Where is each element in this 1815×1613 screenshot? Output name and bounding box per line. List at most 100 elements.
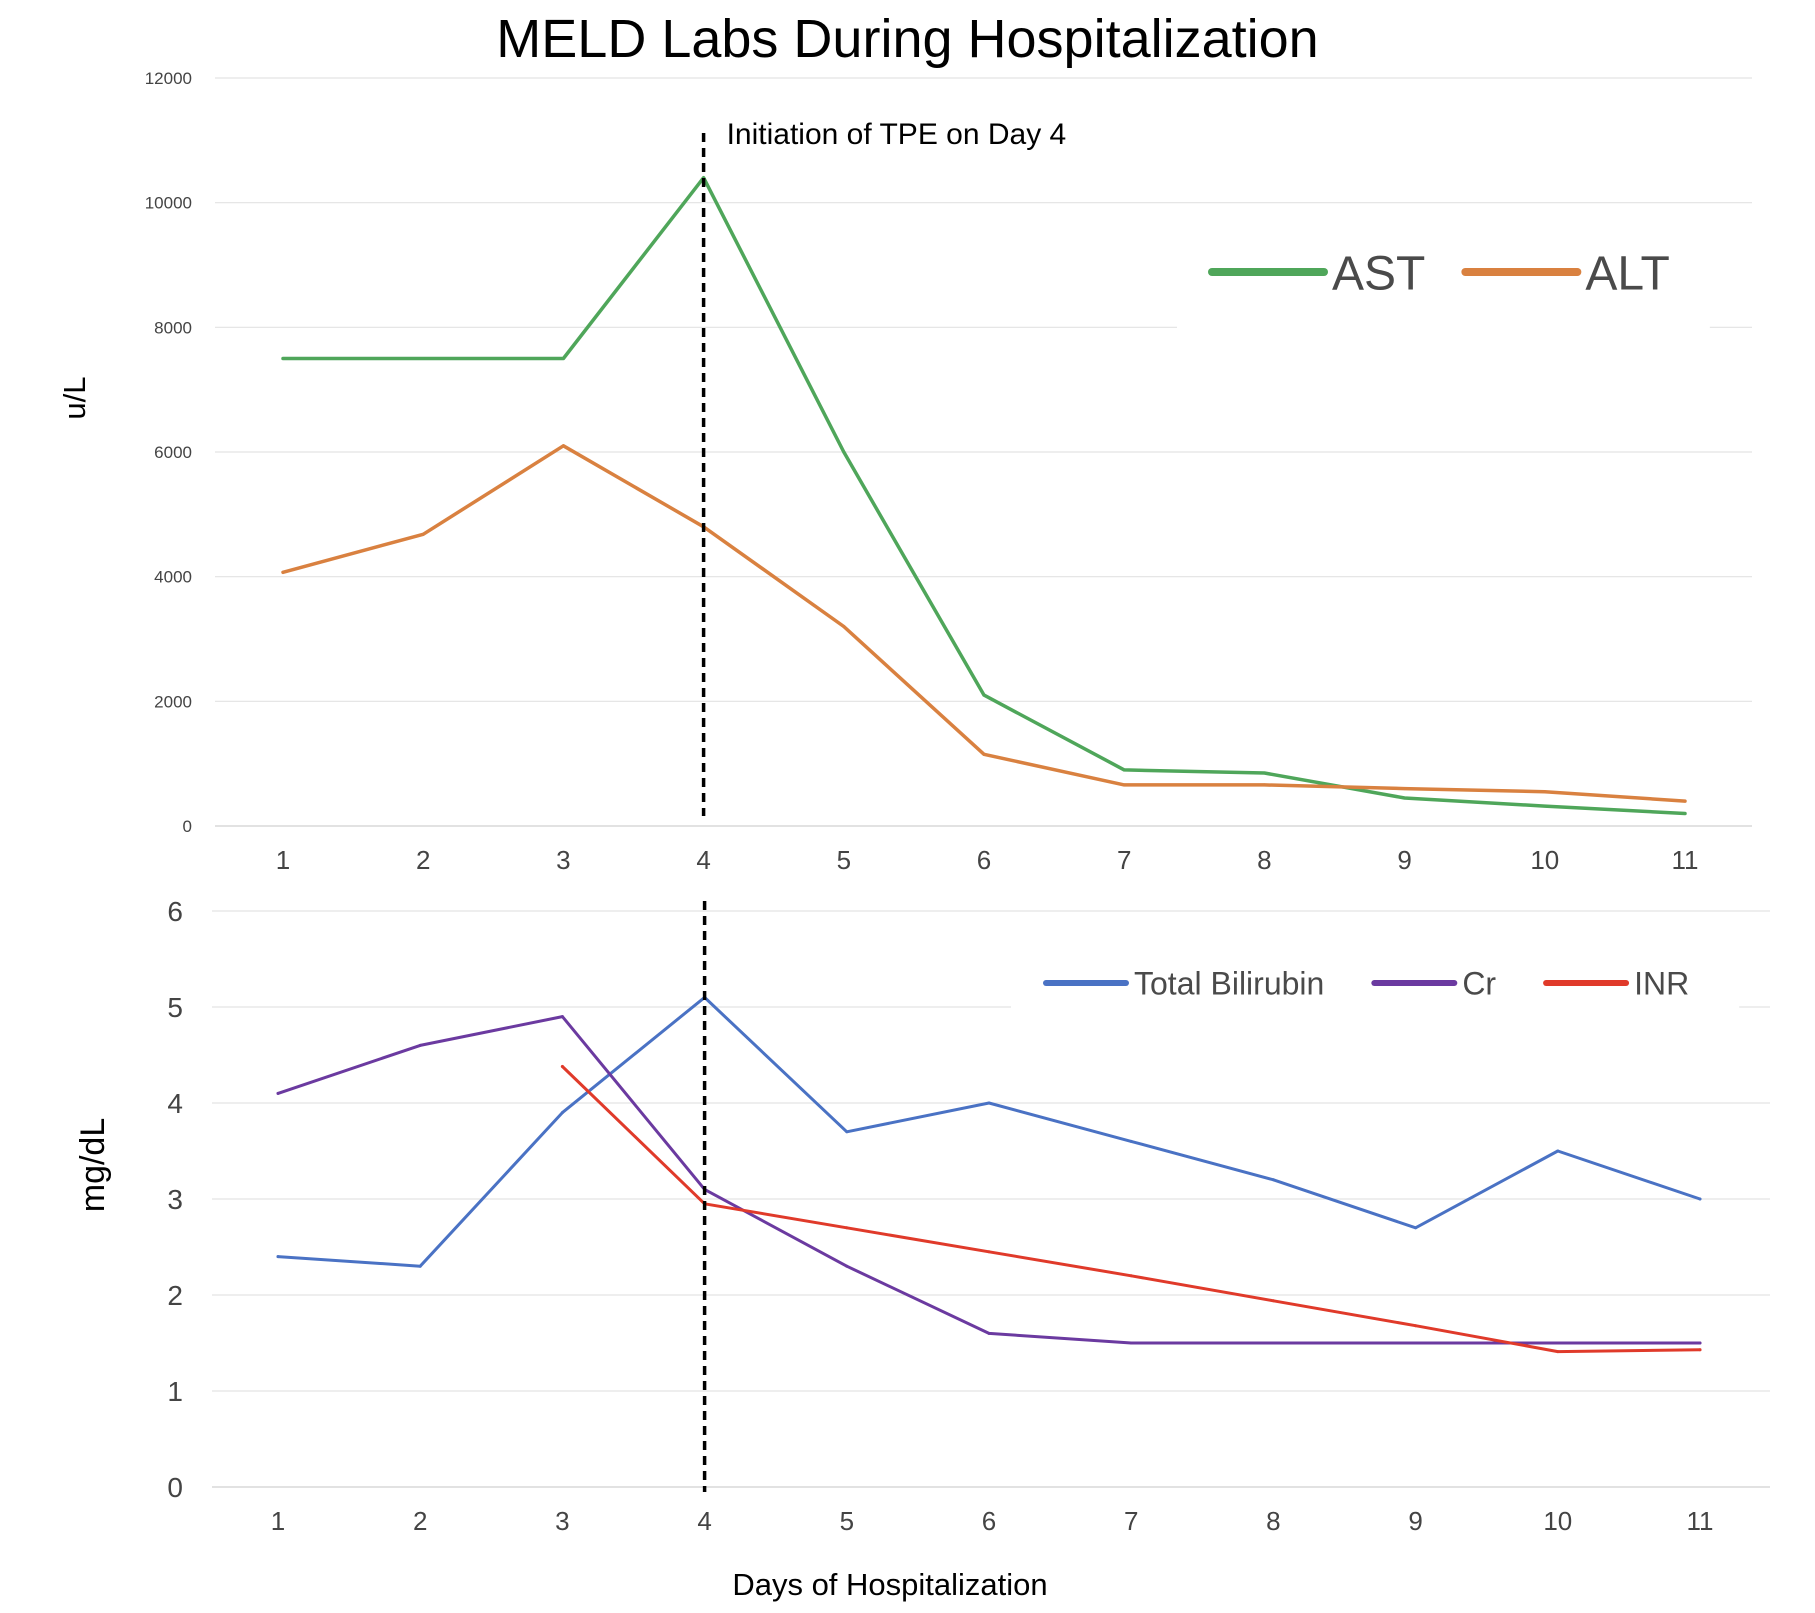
panel2-series-line-cr [276,1015,1702,1345]
panel2-data-point [1556,1350,1560,1354]
panel2-x-tick-label: 1 [271,1506,285,1536]
panel2-data-point [560,1065,564,1069]
panel2-data-point [1556,1149,1560,1153]
panel2-y-tick-label: 4 [167,1088,183,1119]
panel1-x-tick-label: 6 [977,845,991,875]
panel2-data-point [1271,1299,1275,1303]
panel1-data-point [1122,783,1126,787]
panel2-data-point [1698,1197,1702,1201]
panel1-x-tick-label: 10 [1530,845,1559,875]
panel1-y-tick-label: 6000 [154,443,192,462]
panel2-data-point [1414,1341,1418,1345]
panel2-y-tick-label: 5 [167,992,183,1023]
panel1-data-point [561,444,565,448]
panel1-legend-label: ALT [1585,247,1669,300]
panel2-legend-label: Total Bilirubin [1134,966,1324,1002]
panel1-data-point [1683,812,1687,816]
panel2-x-tick-label: 7 [1124,1506,1138,1536]
panel2-data-point [560,1015,564,1019]
panel1-data-point [1262,771,1266,775]
panel2-x-tick-label: 5 [840,1506,854,1536]
panel1-x-tick-label: 2 [416,845,430,875]
panel2-legend-label: INR [1634,966,1689,1002]
panel1-data-point [1403,787,1407,791]
tpe-annotation: Initiation of TPE on Day 4 [727,118,1067,151]
panel1-data-point [1543,804,1547,808]
panel2-x-tick-label: 2 [413,1506,427,1536]
panel1-y-tick-label: 0 [183,817,192,836]
panel1-data-point [1683,799,1687,803]
panel2-data-point [1556,1341,1560,1345]
panel2-data-point [560,1111,564,1115]
panel1-data-point [1403,796,1407,800]
panel2-y-tick-label: 2 [167,1280,183,1311]
panel2-data-point [418,1043,422,1047]
panel1-data-point [982,693,986,697]
panel2-data-point [418,1264,422,1268]
panel1-series-line-alt [281,444,1687,803]
panel1-data-point [1122,768,1126,772]
panel1-y-tick-label: 10000 [145,194,192,213]
panel2-x-tick-label: 6 [982,1506,996,1536]
panel2-data-point [1129,1274,1133,1278]
panel1-x-tick-label: 5 [837,845,851,875]
panel1-y-tick-label: 8000 [154,318,192,337]
panel2-y-tick-label: 3 [167,1184,183,1215]
panel2-data-point [987,1250,991,1254]
panel2-x-tick-label: 11 [1687,1506,1714,1536]
panel1-legend-background [1177,245,1710,330]
panel2-data-point [845,1264,849,1268]
panel2-y-tick-label: 1 [167,1376,183,1407]
panel1-x-tick-label: 1 [276,845,290,875]
panel2-series-line-total-bilirubin [276,995,1702,1268]
panel2-data-point [1271,1178,1275,1182]
panel2-x-tick-label: 10 [1543,1506,1572,1536]
panel1-x-tick-label: 11 [1672,845,1699,875]
panel2-series-line-inr [560,1065,1702,1354]
panel2-y-tick-label: 6 [167,896,183,927]
panel1-x-tick-label: 8 [1257,845,1271,875]
panel2-data-point [276,1255,280,1259]
panel2-data-point [1129,1341,1133,1345]
panel2-data-point [987,1101,991,1105]
panel2-data-point [1129,1139,1133,1143]
panel2-data-point [845,1130,849,1134]
chart-title: MELD Labs During Hospitalization [496,9,1319,69]
panel2-data-point [276,1091,280,1095]
panel1-data-point [982,752,986,756]
panel1-x-tick-label: 3 [556,845,570,875]
panel1-x-tick-label: 7 [1117,845,1131,875]
panel2-data-point [845,1226,849,1230]
panel1-data-point [842,450,846,454]
panel2-data-point [1698,1341,1702,1345]
panel1-data-point [1543,790,1547,794]
panel1-data-point [561,357,565,360]
panel2-data-point [1271,1341,1275,1345]
panel2-x-tick-label: 8 [1266,1506,1280,1536]
panel2-x-tick-label: 9 [1408,1506,1422,1536]
panel1-data-point [421,357,425,360]
panel1-data-point [421,532,425,536]
panel2-data-point [1414,1226,1418,1230]
panel1-y-axis-label: u/L [57,376,92,419]
panel2-x-tick-label: 3 [555,1506,569,1536]
panel1-y-tick-label: 12000 [145,69,192,88]
panel2-data-point [1698,1348,1702,1352]
panel1-y-tick-label: 2000 [154,692,192,711]
panel1-data-point [842,625,846,629]
panel1-y-tick-label: 4000 [154,568,192,587]
panel1-x-tick-label: 4 [696,845,710,875]
panel2-data-point [1414,1324,1418,1328]
panel2-legend-label: Cr [1462,966,1496,1002]
panel1-legend-label: AST [1332,247,1425,300]
panel1-x-tick-label: 9 [1397,845,1411,875]
panel2-y-axis-label: mg/dL [74,1118,112,1213]
panel2-y-tick-label: 0 [167,1472,183,1503]
panel2-data-point [987,1331,991,1335]
panel1-data-point [281,357,285,360]
panel2-x-tick-label: 4 [697,1506,711,1536]
panel1-data-point [1262,783,1266,787]
panel1-data-point [281,570,285,574]
